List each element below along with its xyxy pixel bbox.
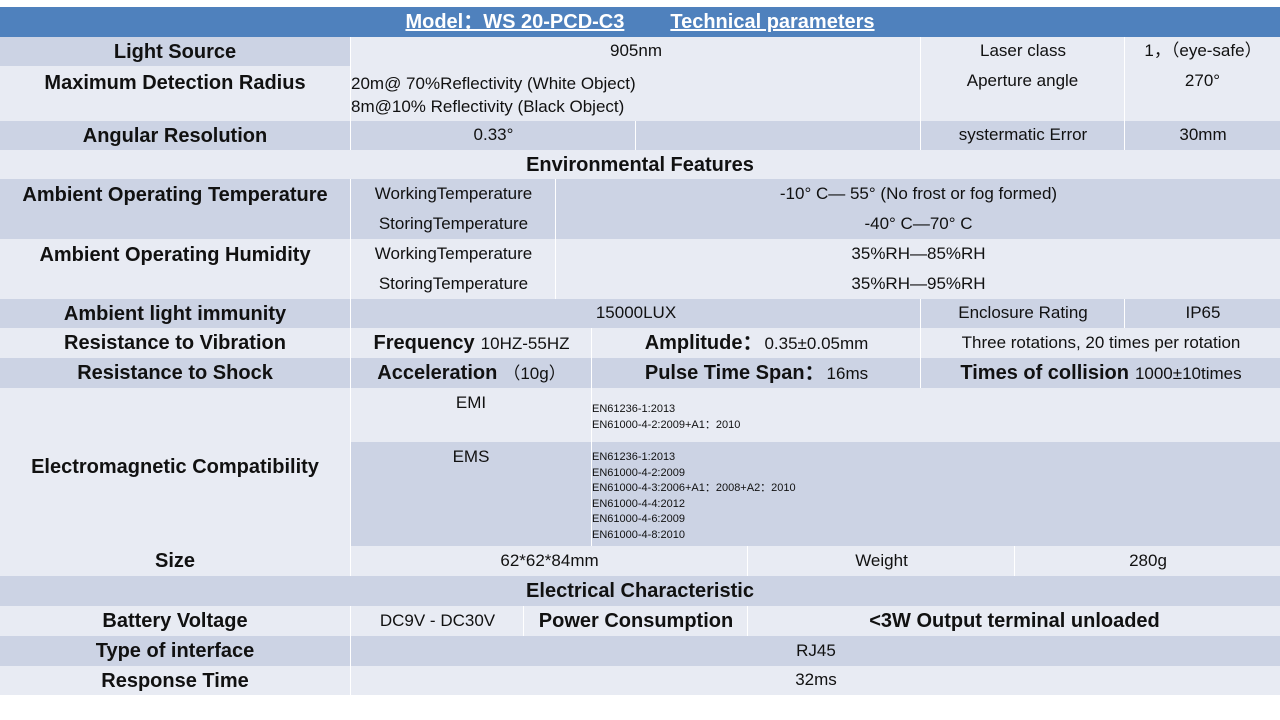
model-title: Model：WS 20-PCD-C3 [405, 11, 625, 33]
shock-pulse: Pulse Time Span： 16ms [591, 358, 921, 388]
ems-standards: EN61236-1:2013 EN61000-4-2:2009 EN61000-… [591, 442, 1280, 546]
enclosure-value: IP65 [1124, 299, 1280, 328]
temp-storing-value: -40° C—70° C [555, 209, 1280, 239]
parameters-title: Technical parameters [670, 11, 875, 33]
shock-acceleration: Acceleration （10g） [350, 358, 592, 388]
angular-resolution-row: Angular Resolution 0.33° systermatic Err… [0, 121, 1280, 150]
power-label: Power Consumption [523, 606, 748, 636]
pulse-label: Pulse Time Span： [644, 362, 825, 384]
light-immunity-value: 15000LUX [350, 299, 921, 328]
response-value: 32ms [350, 666, 1280, 695]
light-source-label: Light Source [0, 37, 350, 66]
aperture-label: Aperture angle [920, 66, 1124, 121]
size-value: 62*62*84mm [350, 546, 748, 576]
emc-label: Electromagnetic Compatibility [0, 388, 350, 546]
temp-working-label: WorkingTemperature [350, 179, 556, 209]
humidity-storing-label: StoringTemperature [350, 269, 556, 299]
interface-row: Type of interface RJ45 [0, 636, 1280, 666]
weight-label: Weight [747, 546, 1015, 576]
size-label: Size [0, 546, 350, 576]
ems-standard: EN61000-4-8:2010 [592, 528, 685, 541]
pulse-value: 16ms [826, 364, 869, 383]
ems-standard: EN61000-4-3:2006+A1：2008+A2：2010 [592, 482, 796, 494]
acceleration-label: Acceleration [377, 362, 498, 384]
enclosure-label: Enclosure Rating [920, 299, 1125, 328]
vibration-label: Resistance to Vibration [0, 328, 350, 358]
shock-label: Resistance to Shock [0, 358, 350, 388]
vibration-rotations: Three rotations, 20 times per rotation [920, 328, 1280, 358]
empty-cell [635, 121, 921, 150]
systematic-error-label: systermatic Error [920, 121, 1125, 150]
light-source-value: 905nm [350, 37, 921, 66]
electrical-header-row: Electrical Characteristic [0, 576, 1280, 606]
collision-label: Times of collision [960, 362, 1129, 384]
frequency-label: Frequency [373, 332, 475, 354]
detection-white: 20m@ 70%Reflectivity (White Object) [351, 74, 636, 94]
amplitude-label: Amplitude： [644, 332, 763, 354]
ems-standard: EN61236-1:2013 [592, 451, 676, 463]
ambient-temperature-block: Ambient Operating Temperature WorkingTem… [0, 179, 1280, 239]
angular-resolution-value: 0.33° [350, 121, 636, 150]
shock-row: Resistance to Shock Acceleration （10g） P… [0, 358, 1280, 388]
environmental-header: Environmental Features [0, 150, 1280, 179]
aperture-value: 270° [1124, 66, 1280, 121]
power-value: <3W Output terminal unloaded [747, 606, 1280, 636]
response-label: Response Time [0, 666, 350, 695]
ems-standard: EN61000-4-2:2009 [592, 466, 685, 479]
ems-label: EMS [350, 442, 591, 546]
collision-value: 1000±10times [1134, 364, 1242, 383]
emi-standards: EN61236-1:2013 EN61000-4-2:2009+A1：2010 [591, 388, 1280, 442]
temp-storing-label: StoringTemperature [350, 209, 556, 239]
amplitude-value: 0.35±0.05mm [764, 334, 869, 353]
detection-black: 8m@10% Reflectivity (Black Object) [351, 96, 625, 116]
ambient-humidity-label: Ambient Operating Humidity [0, 239, 350, 299]
emi-label: EMI [350, 388, 591, 442]
size-row: Size 62*62*84mm Weight 280g [0, 546, 1280, 576]
ems-standard: EN61000-4-4:2012 [592, 497, 685, 510]
environmental-header-row: Environmental Features [0, 150, 1280, 179]
acceleration-value: （10g） [503, 364, 566, 383]
detection-radius-label: Maximum Detection Radius [0, 66, 350, 121]
weight-value: 280g [1014, 546, 1280, 576]
vibration-amplitude: Amplitude： 0.35±0.05mm [591, 328, 921, 358]
humidity-working-label: WorkingTemperature [350, 239, 556, 269]
vibration-frequency: Frequency 10HZ-55HZ [350, 328, 592, 358]
vibration-row: Resistance to Vibration Frequency 10HZ-5… [0, 328, 1280, 358]
frequency-value: 10HZ-55HZ [480, 334, 570, 353]
temp-working-value: -10° C— 55° (No frost or fog formed) [555, 179, 1280, 209]
battery-value: DC9V - DC30V [350, 606, 524, 636]
emi-standard: EN61000-4-2:2009+A1：2010 [592, 418, 741, 431]
ambient-temperature-label: Ambient Operating Temperature [0, 179, 350, 239]
emc-block: Electromagnetic Compatibility EMI EN6123… [0, 388, 1280, 546]
angular-resolution-label: Angular Resolution [0, 121, 350, 150]
interface-label: Type of interface [0, 636, 350, 666]
battery-label: Battery Voltage [0, 606, 350, 636]
title-bar: Model：WS 20-PCD-C3 Technical parameters [0, 7, 1280, 37]
laser-class-label: Laser class [920, 37, 1125, 66]
detection-radius-row: Maximum Detection Radius 20m@ 70%Reflect… [0, 66, 1280, 121]
shock-collision: Times of collision 1000±10times [920, 358, 1280, 388]
light-immunity-label: Ambient light immunity [0, 299, 350, 328]
emi-standard: EN61236-1:2013 [592, 403, 676, 415]
systematic-error-value: 30mm [1124, 121, 1280, 150]
humidity-storing-value: 35%RH—95%RH [555, 269, 1280, 299]
humidity-working-value: 35%RH—85%RH [555, 239, 1280, 269]
battery-row: Battery Voltage DC9V - DC30V Power Consu… [0, 606, 1280, 636]
light-immunity-row: Ambient light immunity 15000LUX Enclosur… [0, 299, 1280, 328]
response-row: Response Time 32ms [0, 666, 1280, 695]
ambient-humidity-block: Ambient Operating Humidity WorkingTemper… [0, 239, 1280, 299]
electrical-header: Electrical Characteristic [0, 576, 1280, 606]
light-source-row: Light Source 905nm Laser class 1，（eye-sa… [0, 37, 1280, 66]
ems-standard: EN61000-4-6:2009 [592, 513, 685, 525]
laser-class-value: 1，（eye-safe） [1124, 37, 1280, 66]
interface-value: RJ45 [350, 636, 1280, 666]
detection-radius-values: 20m@ 70%Reflectivity (White Object) 8m@1… [350, 66, 920, 121]
